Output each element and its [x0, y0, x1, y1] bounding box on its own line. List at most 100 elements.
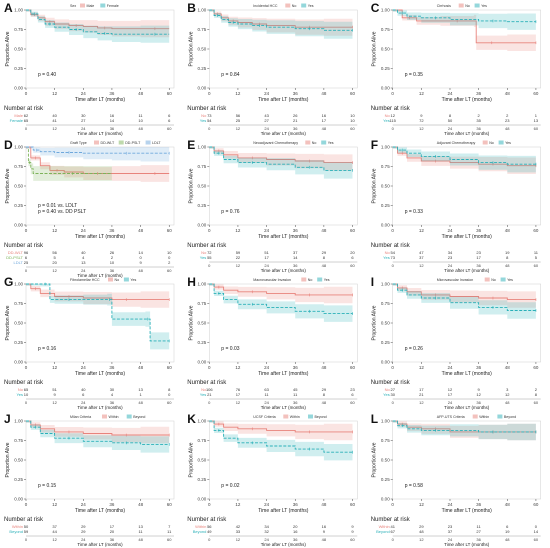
risk-count: 12 — [476, 392, 481, 397]
risk-count: 9 — [54, 392, 57, 397]
x-tick-label: 0 — [208, 91, 211, 96]
risk-x-tick-label: 48 — [138, 268, 143, 273]
ci-band-2 — [26, 10, 170, 44]
risk-x-tick-label: 24 — [264, 126, 269, 131]
legend-title: Microvascular Invasion — [437, 278, 474, 282]
panel-letter: G — [4, 275, 13, 289]
y-tick-label: 0.25 — [14, 477, 23, 482]
risk-x-tick-label: 48 — [138, 400, 143, 405]
y-tick-label: 0.00 — [381, 86, 390, 91]
risk-x-tick-label: 36 — [110, 126, 115, 131]
x-tick-label: 36 — [109, 502, 115, 507]
x-tick-label: 24 — [447, 91, 453, 96]
risk-row-label: No — [385, 387, 391, 392]
risk-count: 13 — [138, 524, 143, 529]
y-axis-label: Proportion Alive — [188, 442, 194, 477]
y-tick-label: 0.50 — [14, 47, 23, 52]
legend-key — [80, 3, 85, 8]
risk-x-tick-label: 48 — [322, 126, 327, 131]
risk-x-tick-label: 36 — [110, 400, 115, 405]
risk-count: 37 — [293, 250, 298, 255]
risk-count: 2 — [111, 255, 114, 260]
x-tick-label: 60 — [533, 502, 539, 507]
y-tick-label: 0.75 — [14, 438, 23, 443]
x-axis-label: Time after LT (months) — [75, 234, 126, 240]
legend-key — [94, 140, 99, 145]
plot-area — [209, 9, 358, 89]
x-axis-label: Time after LT (months) — [442, 508, 493, 514]
legend-key — [458, 3, 464, 8]
x-tick-label: 60 — [533, 91, 539, 96]
risk-row-label: Yes — [383, 118, 390, 123]
x-axis-label: Time after LT (months) — [442, 97, 493, 103]
panel-B: B Incidental HCC No Yes0.000.250.500.751.00… — [187, 1, 358, 136]
risk-row-label: No — [385, 250, 391, 255]
panel-letter: C — [371, 1, 380, 15]
legend-key — [301, 3, 307, 8]
legend-key — [123, 277, 129, 282]
y-tick-label: 0.25 — [381, 66, 390, 71]
x-tick-label: 36 — [476, 502, 482, 507]
risk-x-tick-label: 48 — [322, 263, 327, 268]
legend-key — [283, 414, 289, 419]
risk-row-label: LDLT — [14, 260, 24, 265]
risk-row-label: DD-WLT — [8, 250, 24, 255]
risk-x-tick-label: 36 — [476, 400, 481, 405]
x-tick-label: 12 — [52, 365, 58, 370]
risk-row-label: No — [385, 113, 391, 118]
risk-count: 19 — [505, 250, 510, 255]
x-axis-label: Time after LT (months) — [442, 234, 493, 240]
panel-letter: A — [4, 1, 13, 15]
risk-count: 12 — [390, 113, 395, 118]
x-tick-label: 36 — [476, 91, 482, 96]
y-tick-label: 0.75 — [381, 164, 390, 169]
risk-x-tick-label: 36 — [476, 537, 481, 542]
p-value: p = 0.40 — [38, 72, 56, 78]
ci-band-2 — [392, 284, 536, 320]
x-tick-label: 36 — [109, 365, 115, 370]
legend-label: Within — [109, 415, 119, 419]
risk-x-axis-label: Time after LT (months) — [261, 405, 307, 410]
plot-area — [392, 9, 541, 89]
plot-area — [392, 420, 541, 500]
plot-area — [392, 283, 541, 363]
legend-key — [126, 414, 132, 419]
legend-key — [100, 3, 106, 8]
survival-curve-1 — [209, 283, 353, 296]
risk-count: 4 — [82, 255, 85, 260]
x-tick-label: 12 — [235, 365, 241, 370]
risk-count: 115 — [390, 118, 397, 123]
ci-band-2 — [209, 10, 353, 40]
risk-x-axis-label: Time after LT (months) — [261, 268, 307, 273]
risk-count: 34 — [264, 524, 269, 529]
panel-letter: E — [187, 138, 195, 152]
legend-label: No — [491, 278, 496, 282]
risk-count: 17 — [264, 255, 269, 260]
y-tick-label: 0.00 — [14, 86, 23, 91]
risk-count: 27 — [264, 118, 269, 123]
risk-count: 2 — [506, 113, 509, 118]
risk-x-tick-label: 24 — [81, 400, 86, 405]
risk-x-axis-label: Time after LT (months) — [444, 268, 490, 273]
risk-count: 16 — [322, 524, 327, 529]
panel-letter: D — [4, 138, 13, 152]
risk-count: 20 — [350, 250, 355, 255]
risk-x-axis-label: Time after LT (months) — [261, 542, 307, 547]
panel-J: J Milan Criteria Within Beyond0.000.250.500… — [4, 412, 175, 547]
risk-x-tick-label: 60 — [350, 400, 355, 405]
legend-title: Cirrhosis — [437, 4, 451, 8]
x-axis-label: Time after LT (months) — [75, 97, 126, 103]
risk-x-tick-label: 12 — [419, 263, 424, 268]
risk-x-tick-label: 48 — [505, 400, 510, 405]
risk-row-label: Yes — [200, 118, 207, 123]
risk-count: 26 — [110, 250, 115, 255]
y-tick-label: 0.75 — [198, 27, 207, 32]
y-tick-label: 1.00 — [198, 8, 207, 13]
x-tick-label: 24 — [264, 365, 270, 370]
y-tick-label: 0.50 — [198, 458, 207, 463]
risk-count: 11 — [477, 524, 482, 529]
risk-x-tick-label: 36 — [110, 268, 115, 273]
risk-count: 25 — [24, 260, 29, 265]
risk-x-tick-label: 12 — [419, 537, 424, 542]
x-tick-label: 12 — [419, 228, 425, 233]
